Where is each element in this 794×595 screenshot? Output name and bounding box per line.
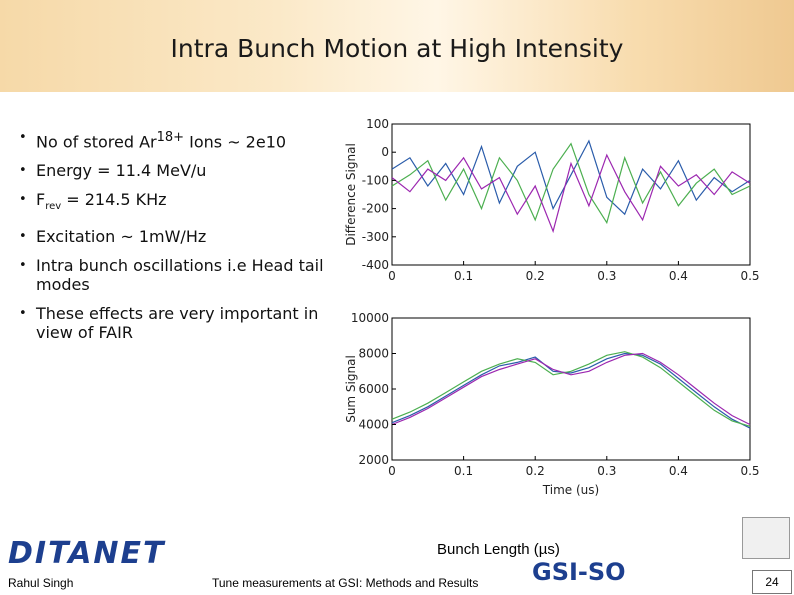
bullet: No of stored Ar18+ Ions ~ 2e10 <box>19 128 336 152</box>
trace <box>391 352 751 429</box>
x-tick-label: 0.3 <box>597 269 616 283</box>
y-tick-label: 8000 <box>358 347 389 361</box>
bullet: Intra bunch oscillations i.e Head tail m… <box>19 255 336 294</box>
footer-author: Rahul Singh <box>8 576 74 590</box>
y-tick-label: 0 <box>381 145 389 159</box>
bullet-text: Energy = 11.4 MeV/u <box>36 161 207 181</box>
x-tick-label: 0.4 <box>669 464 688 478</box>
logo: GSI-SO <box>532 558 626 586</box>
bullet-text: = 214.5 KHz <box>61 190 167 210</box>
y-tick-label: 6000 <box>358 382 389 396</box>
x-tick-label: 0.1 <box>454 269 473 283</box>
bullet-text: These effects are very important in view… <box>36 303 319 342</box>
trace <box>391 142 751 225</box>
y-tick-label: 2000 <box>358 453 389 467</box>
y-axis-label: Difference Signal <box>344 143 358 246</box>
bullet: Excitation ~ 1mW/Hz <box>19 226 336 246</box>
trace <box>391 139 751 216</box>
x-tick-label: 0.5 <box>740 464 759 478</box>
superscript: 18+ <box>156 130 185 145</box>
x-tick-label: 0 <box>388 464 396 478</box>
emblem <box>742 517 790 559</box>
logo: DITANET <box>8 536 166 571</box>
x-tick-label: 0 <box>388 269 396 283</box>
x-tick-label: 0.3 <box>597 464 616 478</box>
slide-title: Intra Bunch Motion at High Intensity <box>170 34 624 63</box>
y-tick-label: -100 <box>362 173 389 187</box>
bullet: Energy = 11.4 MeV/u <box>19 161 336 181</box>
footer-talk: Tune measurements at GSI: Methods and Re… <box>212 576 479 590</box>
trace <box>391 352 751 426</box>
trace <box>391 153 751 234</box>
y-tick-label: 10000 <box>351 311 389 325</box>
subscript: rev <box>45 201 62 213</box>
bullet-text: Excitation ~ 1mW/Hz <box>36 226 207 246</box>
y-tick-label: 4000 <box>358 418 389 432</box>
x-tick-label: 0.2 <box>526 464 545 478</box>
bullet-text: No of stored Ar <box>36 132 157 152</box>
x-axis-label: Time (us) <box>542 483 599 497</box>
x-tick-label: 0.4 <box>669 269 688 283</box>
plots: 1000-100-200-300-4000 0.1 0.2 0.3 0.4 0.5Diff… <box>344 117 760 497</box>
x-tick-label: 0.2 <box>526 269 545 283</box>
x-tick-label: 0.1 <box>454 464 473 478</box>
bullet-text: F <box>36 190 46 210</box>
plot-frame <box>391 123 751 266</box>
bullet: These effects are very important in view… <box>19 303 336 342</box>
y-tick-label: 100 <box>366 117 389 131</box>
caption: Bunch Length (µs) <box>437 541 560 558</box>
y-tick-label: -400 <box>362 258 389 272</box>
y-tick-label: -300 <box>362 230 389 244</box>
x-tick-label: 0.5 <box>740 269 759 283</box>
banner <box>0 0 794 92</box>
trace <box>391 351 751 427</box>
page-number: 24 <box>752 570 792 594</box>
bullet-text: Intra bunch oscillations i.e Head tail m… <box>36 255 324 294</box>
y-axis-label: Sum Signal <box>344 355 358 423</box>
bullet-list: No of stored Ar18+ Ions ~ 2e10 Energy = … <box>0 128 336 352</box>
bullet-text: Ions ~ 2e10 <box>184 132 287 152</box>
y-tick-label: -200 <box>362 202 389 216</box>
bullet: Frev = 214.5 KHz <box>19 190 336 216</box>
